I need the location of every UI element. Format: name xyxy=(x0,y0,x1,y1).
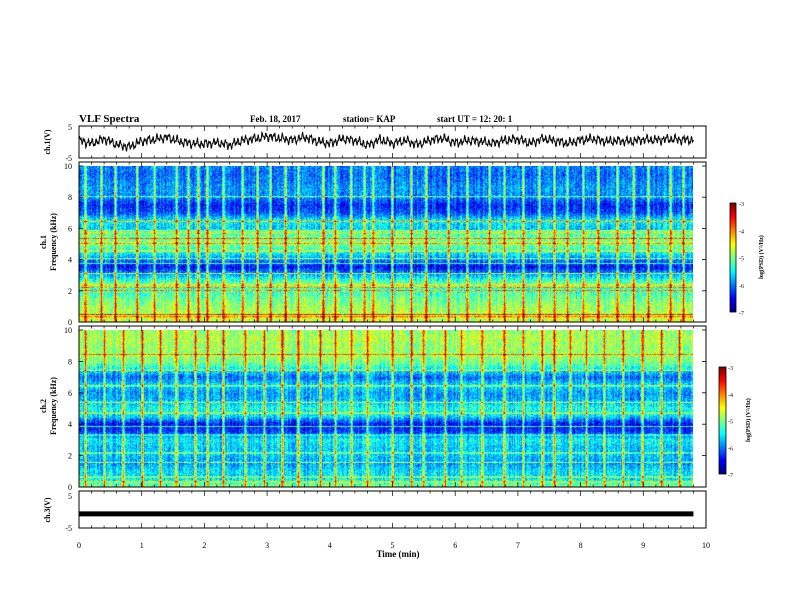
colorbar-ch1-ticks: -3 -4 -5 -6 -7 xyxy=(739,202,744,317)
time-tick-label: 3 xyxy=(265,541,269,550)
ch3-waveform-ylabel: ch.3(V) xyxy=(43,497,52,522)
ch2-spectrogram-ytick-labels: 0 2 4 6 8 10 xyxy=(64,326,706,492)
colorbar-tick-label: -4 xyxy=(739,229,744,235)
station-label: station= KAP xyxy=(343,114,396,124)
time-tick-label: 5 xyxy=(391,541,395,550)
freq-tick-label: 6 xyxy=(68,224,72,233)
date-label: Feb. 18, 2017 xyxy=(250,114,301,124)
ch1-spectrogram-ytick-labels: 0 2 4 6 8 10 xyxy=(64,162,706,327)
freq-tick-label: 4 xyxy=(68,256,72,265)
ch2-spectrogram-image xyxy=(79,330,693,487)
ch3-waveform-panel: 5 -5 ch.3(V) 0 1 2 3 4 5 6 7 8 9 10 Time (min) xyxy=(43,490,710,559)
time-tick-label: 9 xyxy=(641,541,645,550)
colorbar-ch2-gradient xyxy=(719,367,726,474)
time-tick-label: 2 xyxy=(202,541,206,550)
time-axis-label: Time (min) xyxy=(376,549,419,559)
ch2-spectrogram-ylabel: ch.2 xyxy=(39,399,48,413)
ch1-waveform-ytick-bottom: -5 xyxy=(65,154,72,163)
colorbar-ch2: -3 -4 -5 -6 -7 log(PSD) (V²/Hz) xyxy=(718,366,752,479)
freq-tick-label: 10 xyxy=(64,162,72,171)
ch2-spectrogram-ylabel-units: Frequency (kHz) xyxy=(49,377,58,435)
freq-tick-label: 2 xyxy=(68,452,72,461)
time-tick-label: 10 xyxy=(702,541,710,550)
figure-title: VLF Spectra xyxy=(79,113,140,125)
ch1-waveform-line xyxy=(78,130,694,152)
ch2-spectrogram-panel: 0 2 4 6 8 10 ch.2 Frequency (kHz) xyxy=(39,325,707,492)
ch1-spectrogram-image xyxy=(79,166,693,322)
ch1-spectrogram-ticks xyxy=(78,162,707,322)
start-time-label: start UT = 12: 20: 1 xyxy=(437,114,513,124)
freq-tick-label: 8 xyxy=(68,357,72,366)
colorbar-ch1: -3 -4 -5 -6 -7 log(PSD) (V²/Hz) xyxy=(729,202,765,317)
time-tick-label: 4 xyxy=(328,541,332,550)
time-tick-label: 1 xyxy=(140,541,144,550)
ch3-waveform-ytick-top: 5 xyxy=(68,492,72,501)
ch1-spectrogram-ylabel-units: Frequency (kHz) xyxy=(49,213,58,271)
ch1-spectrogram-ylabel: ch.1 xyxy=(39,235,48,249)
colorbar-ch2-label: log(PSD) (V²/Hz) xyxy=(745,398,752,442)
colorbar-tick-label: -5 xyxy=(739,257,744,263)
colorbar-ch1-label: log(PSD) (V²/Hz) xyxy=(758,235,765,279)
ch3-waveform-frame xyxy=(78,490,707,529)
freq-tick-label: 0 xyxy=(68,483,72,492)
ch1-waveform-panel: 5 -5 ch.1(V) xyxy=(43,123,707,163)
freq-tick-label: 0 xyxy=(68,318,72,327)
colorbar-tick-label: -4 xyxy=(728,393,733,399)
freq-tick-label: 6 xyxy=(68,389,72,398)
colorbar-tick-label: -6 xyxy=(728,446,733,452)
colorbar-tick-label: -5 xyxy=(728,420,733,426)
time-tick-label: 0 xyxy=(77,541,81,550)
ch3-waveform-ticks xyxy=(78,491,707,528)
freq-tick-label: 4 xyxy=(68,420,72,429)
time-tick-label: 7 xyxy=(516,541,520,550)
colorbar-ch1-gradient xyxy=(730,203,736,312)
ch1-waveform-ytick-top: 5 xyxy=(68,123,72,132)
colorbar-tick-label: -3 xyxy=(728,366,733,372)
time-tick-label: 8 xyxy=(579,541,583,550)
colorbar-tick-label: -7 xyxy=(739,311,744,317)
colorbar-tick-label: -3 xyxy=(739,202,744,208)
colorbar-ch2-ticks: -3 -4 -5 -6 -7 xyxy=(728,366,733,479)
colorbar-tick-label: -7 xyxy=(728,473,733,479)
time-axis-tick-labels: 0 1 2 3 4 5 6 7 8 9 10 xyxy=(77,541,710,550)
freq-tick-label: 10 xyxy=(64,326,72,335)
ch1-spectrogram-panel: 0 2 4 6 8 10 ch.1 Frequency (kHz) xyxy=(39,161,707,327)
freq-tick-label: 2 xyxy=(68,287,72,296)
ch2-spectrogram-ticks xyxy=(78,326,707,487)
colorbar-ch2-frame xyxy=(718,366,727,475)
freq-tick-label: 8 xyxy=(68,193,72,202)
colorbar-tick-label: -6 xyxy=(739,284,744,290)
time-tick-label: 6 xyxy=(453,541,457,550)
colorbar-ch1-frame xyxy=(729,202,737,313)
ch1-waveform-ylabel: ch.1(V) xyxy=(43,129,52,154)
ch3-waveform-ytick-bottom: -5 xyxy=(65,524,72,533)
ch1-waveform-ticks xyxy=(78,126,707,158)
